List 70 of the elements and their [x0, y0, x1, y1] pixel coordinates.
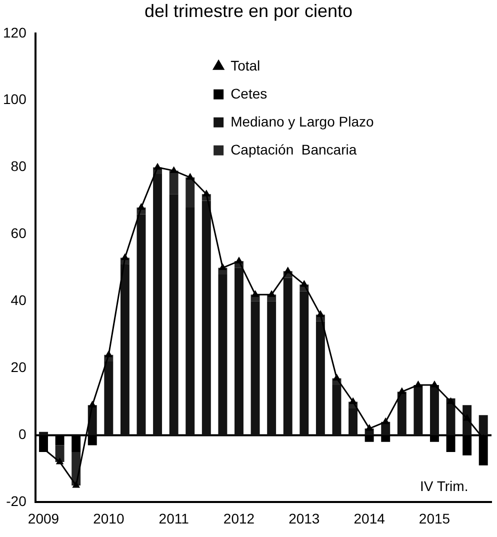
bar: [267, 301, 276, 436]
point: [170, 166, 178, 173]
bar: [120, 264, 130, 436]
bar: [332, 385, 342, 436]
bar: [202, 200, 211, 436]
point: [186, 174, 194, 180]
x-tick-label: 2011: [158, 510, 190, 526]
point: [236, 257, 242, 264]
bar: [136, 214, 146, 436]
y-tick-label: 60: [10, 225, 27, 242]
point: [105, 351, 112, 358]
bar: [283, 278, 292, 436]
bar: [186, 208, 195, 436]
x-tick-label: 2009: [28, 510, 60, 526]
point: [203, 190, 210, 196]
point: [300, 280, 308, 287]
y-tick-label: 120: [3, 24, 27, 40]
bar: [250, 301, 260, 436]
bar: [234, 268, 244, 436]
legend-label: Captación Bancaria: [230, 141, 357, 158]
x-tick-label: 2013: [288, 510, 320, 526]
legend-label: Mediano y Largo Plazo: [230, 113, 374, 130]
point: [122, 254, 128, 260]
annotation: IV Trim.: [420, 478, 468, 494]
bar: [153, 174, 162, 436]
point: [219, 264, 226, 270]
chart-title: del trimestre en por ciento: [143, 0, 354, 22]
legend-label: Total: [230, 57, 260, 74]
y-tick-label: 80: [10, 158, 27, 174]
point: [56, 458, 64, 464]
bar: [39, 432, 48, 436]
point: [72, 482, 80, 488]
point: [284, 267, 292, 274]
y-tick-label: 100: [3, 91, 27, 108]
y-tick-label: 20: [10, 359, 27, 376]
y-tick-label: 0: [18, 426, 27, 442]
point: [350, 398, 356, 404]
point: [268, 290, 275, 297]
point: [89, 401, 96, 408]
bar: [397, 392, 406, 436]
bar: [430, 385, 439, 436]
point: [431, 381, 438, 388]
bar: [169, 170, 178, 194]
bar: [478, 415, 488, 436]
x-tick-label: 2012: [223, 510, 255, 526]
bar: [348, 408, 358, 436]
point: [447, 398, 454, 404]
point: [382, 418, 389, 424]
bar: [300, 291, 309, 436]
bar: [104, 362, 114, 436]
point: [414, 381, 422, 388]
y-tick-label: -20: [6, 493, 27, 510]
point: [398, 388, 406, 394]
point: [366, 424, 373, 431]
y-tick-label: 40: [10, 292, 27, 308]
point: [252, 290, 259, 297]
bar: [169, 194, 178, 436]
x-tick-label: 2015: [418, 510, 450, 526]
bar: [414, 385, 423, 436]
bar: [186, 177, 195, 208]
point: [138, 204, 145, 210]
x-tick-label: 2010: [93, 510, 124, 526]
bar: [316, 321, 325, 436]
bar: [218, 274, 228, 436]
point: [317, 310, 324, 317]
point: [464, 414, 470, 421]
legend-label: Cetes: [230, 85, 268, 102]
point: [333, 374, 340, 381]
point: [154, 164, 161, 170]
x-tick-label: 2014: [354, 510, 386, 526]
